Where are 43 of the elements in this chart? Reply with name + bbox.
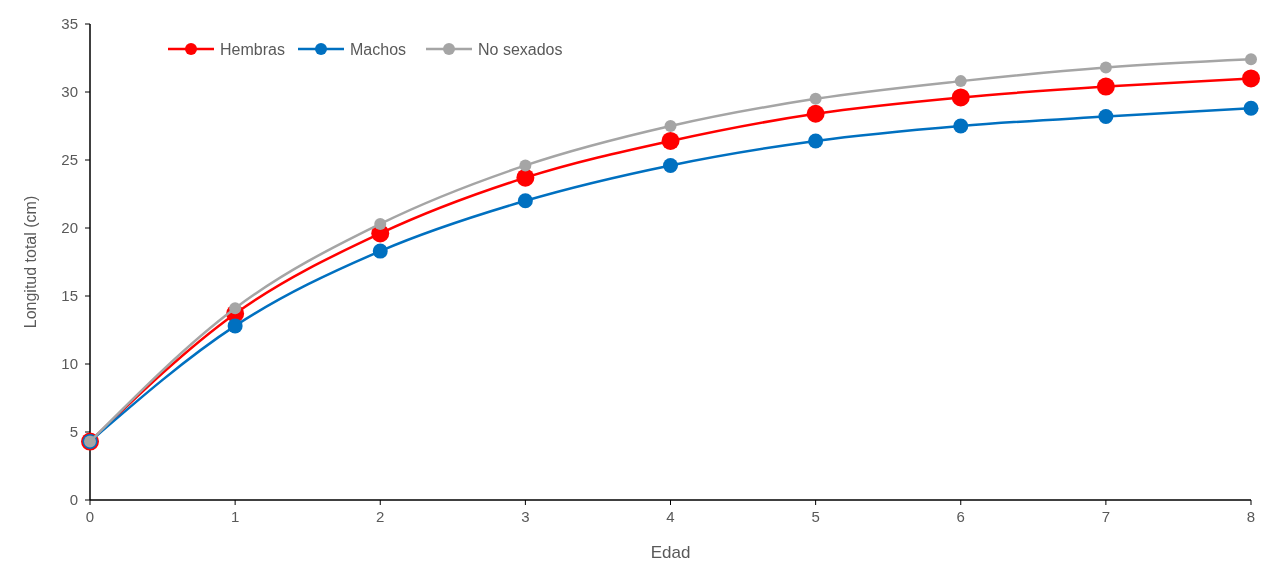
point bbox=[951, 88, 970, 107]
y-tick-label: 30 bbox=[61, 83, 78, 101]
point bbox=[1243, 100, 1259, 116]
point bbox=[806, 104, 825, 123]
point bbox=[227, 318, 243, 334]
x-tick-label: 7 bbox=[1101, 508, 1111, 525]
x-tick-label: 3 bbox=[521, 508, 530, 525]
point bbox=[517, 193, 533, 209]
legend-label: Machos bbox=[350, 40, 407, 58]
x-tick-label: 6 bbox=[956, 508, 965, 525]
legend-label: No sexados bbox=[478, 40, 563, 58]
x-tick-label: 2 bbox=[376, 508, 385, 525]
x-tick-label: 1 bbox=[230, 508, 240, 525]
point bbox=[1098, 108, 1114, 124]
y-tick-label: 5 bbox=[69, 423, 78, 441]
point bbox=[1099, 61, 1112, 74]
point bbox=[954, 75, 967, 88]
y-tick-label: 25 bbox=[61, 151, 78, 169]
point bbox=[953, 118, 969, 134]
point bbox=[374, 217, 387, 230]
legend-label: Hembras bbox=[220, 40, 285, 58]
y-tick-label: 15 bbox=[61, 287, 78, 305]
point bbox=[1245, 53, 1257, 66]
point bbox=[808, 133, 824, 149]
y-tick-label: 0 bbox=[69, 491, 78, 509]
point bbox=[516, 168, 535, 187]
y-tick-label: 20 bbox=[61, 219, 78, 237]
point bbox=[661, 131, 680, 150]
x-tick-label: 4 bbox=[666, 508, 675, 525]
x-tick-label: 8 bbox=[1246, 508, 1256, 525]
point bbox=[372, 243, 388, 259]
point bbox=[1096, 77, 1115, 96]
point bbox=[663, 157, 678, 173]
y-axis-title: Longitud total (cm) bbox=[22, 195, 39, 329]
x-tick-label: 5 bbox=[811, 508, 820, 525]
x-axis-title: Edad bbox=[650, 543, 691, 562]
point bbox=[519, 159, 532, 172]
y-tick-label: 35 bbox=[61, 15, 78, 33]
y-tick-label: 10 bbox=[61, 355, 78, 373]
point bbox=[1242, 69, 1260, 88]
point bbox=[664, 120, 677, 132]
x-tick-label: 0 bbox=[85, 508, 95, 525]
point bbox=[809, 92, 822, 105]
